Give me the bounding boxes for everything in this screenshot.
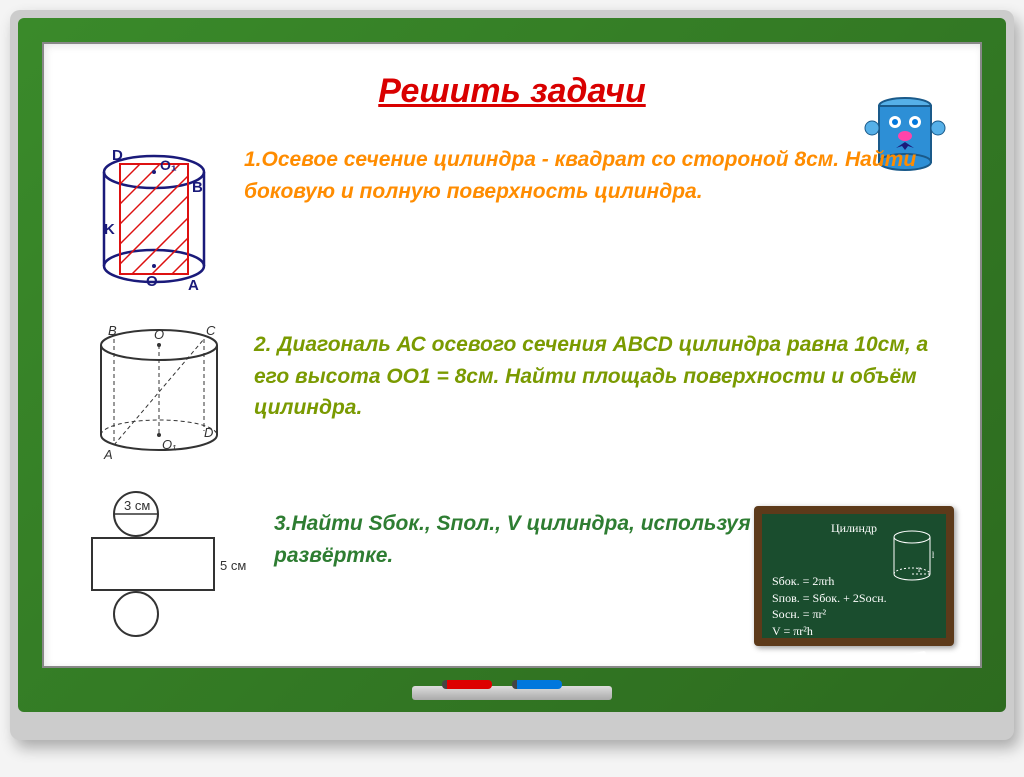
lbl-o1: O₁ xyxy=(160,157,177,173)
formulas: Sбок. = 2πrh Sпов. = Sбок. + 2Sосн. Sосн… xyxy=(772,573,936,640)
diagram-2-cylinder-icon: B O C A O₁ D xyxy=(84,321,234,466)
marker-tray xyxy=(412,686,612,700)
num: 3. xyxy=(274,512,292,535)
svg-text:O: O xyxy=(154,327,164,342)
txt: Осевое сечение цилиндра - квадрат со сто… xyxy=(244,148,916,203)
txt: Диагональ АС осевого сечения АВСD цилинд… xyxy=(254,333,928,419)
lbl-a: A xyxy=(188,277,199,294)
lbl-h: 5 см xyxy=(220,558,246,573)
svg-text:r: r xyxy=(918,564,921,574)
formula-chalkboard: Цилиндр r h Sбок. = 2πrh Sпов xyxy=(754,506,954,646)
f2: Sпов. = Sбок. + 2Sосн. xyxy=(772,590,936,607)
svg-text:B: B xyxy=(108,323,117,338)
f4: V = πr²h xyxy=(772,623,936,640)
problem-2: B O C A O₁ D 2. Диагональ АС осевого сеч… xyxy=(84,321,940,466)
board-surface: Решить задачи xyxy=(42,42,982,668)
problem-1: D O₁ B K O A 1.Осевое сечение цилиндра -… xyxy=(84,144,940,299)
num: 1. xyxy=(244,148,262,171)
board-border: Решить задачи xyxy=(18,18,1006,712)
lbl-o: O xyxy=(146,273,158,290)
diagram-3-net-icon: 3 см 5 см xyxy=(84,488,254,643)
marker-red-icon xyxy=(442,680,492,689)
whiteboard-frame: Решить задачи xyxy=(10,10,1014,740)
lbl-k: K xyxy=(104,221,115,238)
svg-text:O₁: O₁ xyxy=(162,437,176,452)
marker-blue-icon xyxy=(512,680,562,689)
svg-text:C: C xyxy=(206,323,216,338)
svg-text:A: A xyxy=(103,447,113,461)
lbl-d: D xyxy=(112,147,123,164)
lbl-r: 3 см xyxy=(124,498,150,513)
lbl-b: B xyxy=(192,179,203,196)
diagram-1-cylinder-icon: D O₁ B K O A xyxy=(84,144,224,299)
mini-cylinder-icon: r h xyxy=(890,530,934,582)
num: 2. xyxy=(254,333,272,356)
problem-2-text: 2. Диагональ АС осевого сечения АВСD цил… xyxy=(254,321,940,424)
svg-text:D: D xyxy=(204,425,213,440)
f3: Sосн. = πr² xyxy=(772,606,936,623)
problem-1-text: 1.Осевое сечение цилиндра - квадрат со с… xyxy=(244,144,940,207)
svg-text:h: h xyxy=(932,550,934,560)
page-title: Решить задачи xyxy=(44,72,980,111)
